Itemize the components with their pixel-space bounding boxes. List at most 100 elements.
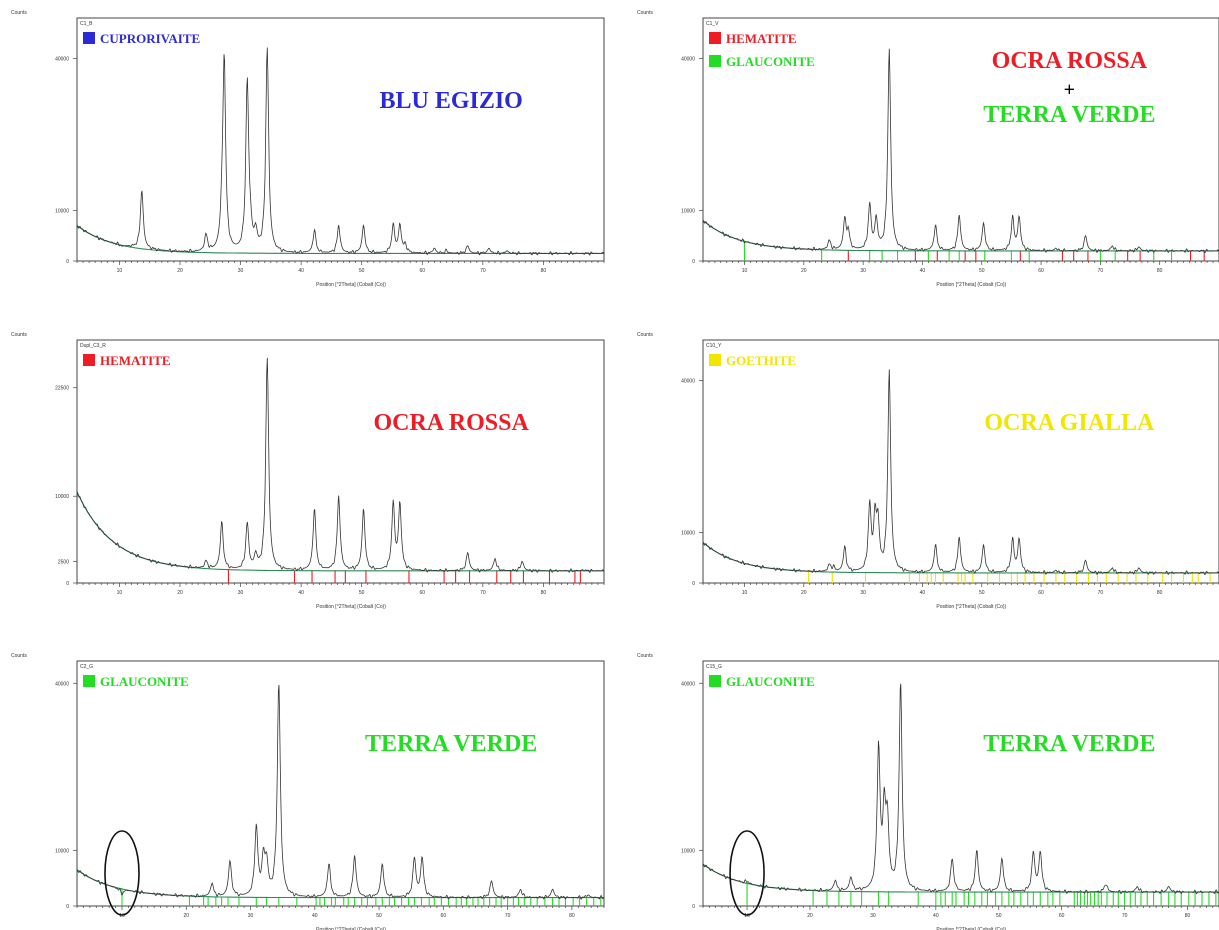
x-tick-label: 80 <box>1157 590 1163 596</box>
x-tick-label: 20 <box>177 268 183 274</box>
y-tick-label: 0 <box>692 581 695 587</box>
x-tick-label: 30 <box>238 268 244 274</box>
x-tick-label: 50 <box>359 590 365 596</box>
sample-id: C2_G <box>80 664 93 670</box>
x-tick-label: 20 <box>183 913 189 919</box>
y-tick-label: 0 <box>66 904 69 910</box>
y-tick-label: 10000 <box>55 848 69 854</box>
y-tick-label: 10000 <box>55 494 69 500</box>
y-tick-label: 10000 <box>681 848 695 854</box>
x-tick-label: 60 <box>419 590 425 596</box>
plot-frame <box>76 17 605 262</box>
x-tick-label: 40 <box>920 268 926 274</box>
highlight-circle <box>104 830 140 916</box>
y-tick-label: 0 <box>66 259 69 265</box>
x-tick-label: 80 <box>1157 268 1163 274</box>
legend-label: GLAUCONITE <box>726 54 815 69</box>
pigment-name: OCRA GIALLA <box>984 410 1155 436</box>
x-tick-label: 70 <box>1122 913 1128 919</box>
y-tick-label: 40000 <box>55 681 69 687</box>
x-tick-label: 80 <box>541 590 547 596</box>
x-tick-label: 10 <box>119 913 125 919</box>
plot-frame <box>702 17 1219 262</box>
x-tick-label: 20 <box>807 913 813 919</box>
diffraction-pattern <box>702 683 1219 895</box>
x-axis-title: Position [°2Theta] (Cobalt (Co)) <box>316 927 386 930</box>
legend-swatch <box>709 55 721 67</box>
x-axis-title: Position [°2Theta] (Cobalt (Co)) <box>936 282 1006 288</box>
legend-swatch <box>709 32 721 44</box>
x-tick-label: 80 <box>1185 913 1191 919</box>
diffraction-pattern <box>702 48 1219 253</box>
x-tick-label: 10 <box>117 590 123 596</box>
x-tick-label: 70 <box>505 913 511 919</box>
xrd-panel-Dupl_C3_R: Counts 10 20 30 40 50 60 70 80 0 2500 10000 22500 Pos… <box>11 332 605 610</box>
y-tick-label: 10000 <box>681 208 695 214</box>
x-tick-label: 20 <box>177 590 183 596</box>
x-tick-label: 40 <box>298 590 304 596</box>
x-tick-label: 10 <box>742 268 748 274</box>
x-tick-label: 30 <box>860 590 866 596</box>
y-tick-label: 0 <box>692 904 695 910</box>
legend-swatch <box>83 675 95 687</box>
x-tick-label: 50 <box>359 268 365 274</box>
y-axis-title: Counts <box>11 10 27 16</box>
x-tick-label: 50 <box>979 268 985 274</box>
x-tick-label: 60 <box>1059 913 1065 919</box>
diffraction-pattern <box>702 369 1219 575</box>
y-tick-label: 0 <box>692 259 695 265</box>
legend-swatch <box>709 354 721 366</box>
y-axis-title: Counts <box>11 332 27 338</box>
xrd-panel-C10_Y: Counts 10 20 30 40 50 60 70 80 0 10000 40000 Positio… <box>637 332 1219 610</box>
legend-label: GLAUCONITE <box>726 674 815 689</box>
legend-swatch <box>83 32 95 44</box>
x-tick-label: 80 <box>541 268 547 274</box>
diffraction-pattern <box>76 684 605 900</box>
x-tick-label: 10 <box>117 268 123 274</box>
plot-frame <box>702 339 1219 584</box>
x-tick-label: 30 <box>870 913 876 919</box>
x-tick-label: 40 <box>920 590 926 596</box>
y-tick-label: 40000 <box>681 57 695 63</box>
y-tick-label: 2500 <box>58 559 69 565</box>
x-axis-title: Position [°2Theta] (Cobalt (Co)) <box>316 282 386 288</box>
x-tick-label: 50 <box>996 913 1002 919</box>
pigment-name: TERRA VERDE <box>983 731 1155 757</box>
x-tick-label: 10 <box>744 913 750 919</box>
diffraction-pattern <box>76 357 605 573</box>
x-tick-label: 40 <box>933 913 939 919</box>
x-tick-label: 30 <box>238 590 244 596</box>
legend-label: GOETHITE <box>726 353 796 368</box>
x-axis-title: Position [°2Theta] (Cobalt (Co)) <box>936 927 1006 930</box>
sample-id: C1_B <box>80 21 93 27</box>
plot-frame <box>76 660 605 907</box>
x-tick-label: 40 <box>312 913 318 919</box>
legend-label: GLAUCONITE <box>100 674 189 689</box>
xrd-panel-C2_G: Counts 10 20 30 40 50 60 70 80 0 10000 40000 Positio… <box>11 653 605 930</box>
pigment-name: + <box>1064 79 1075 101</box>
y-tick-label: 22500 <box>55 386 69 392</box>
y-tick-label: 10000 <box>55 208 69 214</box>
y-axis-title: Counts <box>637 653 653 659</box>
legend-label: HEMATITE <box>100 353 171 368</box>
x-tick-label: 60 <box>419 268 425 274</box>
x-tick-label: 40 <box>298 268 304 274</box>
sample-id: C15_G <box>706 664 722 670</box>
legend-label: CUPRORIVAITE <box>100 31 200 46</box>
xrd-panel-C1_V: Counts 10 20 30 40 50 60 70 80 0 10000 40000 Positio… <box>637 10 1219 288</box>
x-tick-label: 60 <box>441 913 447 919</box>
x-axis-title: Position [°2Theta] (Cobalt (Co)) <box>936 604 1006 610</box>
y-axis-title: Counts <box>11 653 27 659</box>
x-tick-label: 70 <box>480 268 486 274</box>
x-tick-label: 60 <box>1038 590 1044 596</box>
pigment-name: TERRA VERDE <box>365 731 537 757</box>
x-tick-label: 70 <box>1098 268 1104 274</box>
x-tick-label: 30 <box>248 913 254 919</box>
x-tick-label: 70 <box>480 590 486 596</box>
sample-id: C10_Y <box>706 343 722 349</box>
xrd-panel-C15_G: Counts 10 20 30 40 50 60 70 80 0 10000 40000 Positio… <box>637 653 1219 930</box>
y-tick-label: 10000 <box>681 530 695 536</box>
x-tick-label: 10 <box>742 590 748 596</box>
plot-frame <box>702 660 1219 907</box>
x-tick-label: 80 <box>569 913 575 919</box>
